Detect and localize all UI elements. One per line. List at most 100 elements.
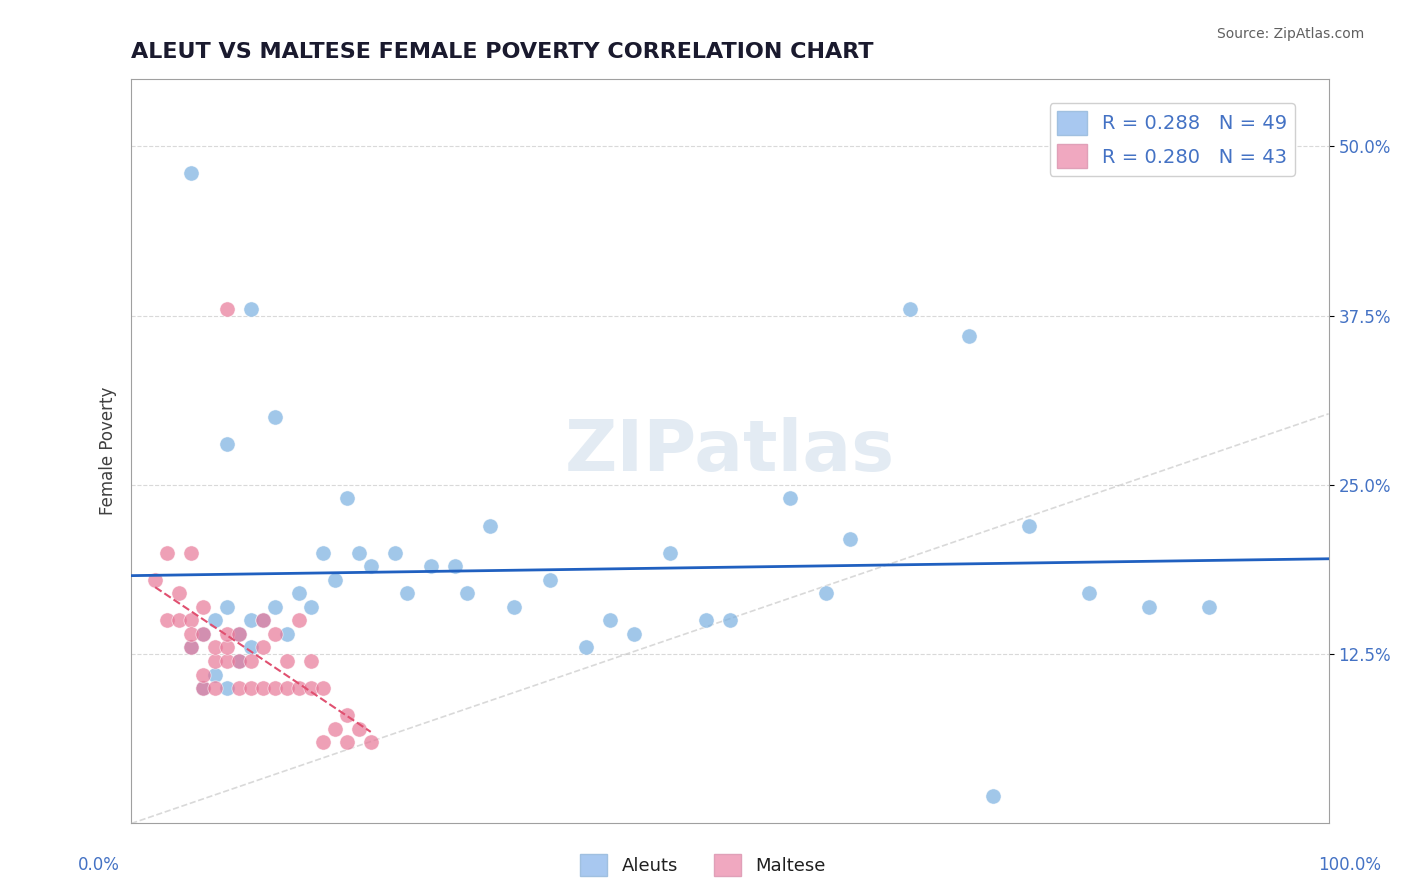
Point bbox=[191, 599, 214, 614]
Point bbox=[479, 518, 502, 533]
Point bbox=[264, 681, 287, 695]
Point bbox=[360, 735, 382, 749]
Point bbox=[204, 681, 226, 695]
Point bbox=[276, 654, 298, 668]
Point bbox=[312, 735, 335, 749]
Point bbox=[191, 627, 214, 641]
Point bbox=[264, 410, 287, 425]
Legend: Aleuts, Maltese: Aleuts, Maltese bbox=[572, 847, 834, 883]
Point bbox=[240, 301, 263, 316]
Point bbox=[288, 681, 311, 695]
Point bbox=[180, 166, 202, 180]
Legend: R = 0.288   N = 49, R = 0.280   N = 43: R = 0.288 N = 49, R = 0.280 N = 43 bbox=[1050, 103, 1295, 176]
Point bbox=[215, 654, 238, 668]
Point bbox=[623, 627, 645, 641]
Point bbox=[204, 654, 226, 668]
Point bbox=[215, 599, 238, 614]
Point bbox=[323, 573, 346, 587]
Point bbox=[156, 613, 179, 627]
Point bbox=[299, 599, 322, 614]
Point bbox=[957, 329, 980, 343]
Point bbox=[264, 627, 287, 641]
Point bbox=[312, 546, 335, 560]
Point bbox=[336, 708, 359, 723]
Point bbox=[252, 613, 274, 627]
Point bbox=[228, 654, 250, 668]
Y-axis label: Female Poverty: Female Poverty bbox=[100, 387, 117, 516]
Point bbox=[191, 667, 214, 681]
Point bbox=[1137, 599, 1160, 614]
Point bbox=[215, 627, 238, 641]
Point bbox=[228, 627, 250, 641]
Point bbox=[191, 681, 214, 695]
Text: Source: ZipAtlas.com: Source: ZipAtlas.com bbox=[1216, 27, 1364, 41]
Point bbox=[215, 301, 238, 316]
Point bbox=[538, 573, 561, 587]
Point bbox=[276, 627, 298, 641]
Point bbox=[1078, 586, 1101, 600]
Point bbox=[575, 640, 598, 655]
Point bbox=[156, 546, 179, 560]
Point bbox=[695, 613, 717, 627]
Point bbox=[215, 640, 238, 655]
Point bbox=[276, 681, 298, 695]
Point bbox=[215, 437, 238, 451]
Point bbox=[191, 627, 214, 641]
Point bbox=[204, 613, 226, 627]
Point bbox=[252, 613, 274, 627]
Point bbox=[252, 681, 274, 695]
Point bbox=[215, 681, 238, 695]
Point bbox=[1018, 518, 1040, 533]
Point bbox=[143, 573, 166, 587]
Point bbox=[180, 627, 202, 641]
Point bbox=[1198, 599, 1220, 614]
Text: ZIPatlas: ZIPatlas bbox=[565, 417, 896, 485]
Point bbox=[240, 654, 263, 668]
Point bbox=[347, 722, 370, 736]
Point bbox=[323, 722, 346, 736]
Point bbox=[228, 681, 250, 695]
Point bbox=[336, 491, 359, 506]
Point bbox=[228, 654, 250, 668]
Point bbox=[299, 681, 322, 695]
Point bbox=[456, 586, 478, 600]
Point bbox=[347, 546, 370, 560]
Point bbox=[659, 546, 682, 560]
Point bbox=[443, 559, 465, 574]
Point bbox=[983, 789, 1005, 804]
Point bbox=[288, 586, 311, 600]
Point bbox=[180, 546, 202, 560]
Point bbox=[240, 613, 263, 627]
Point bbox=[228, 627, 250, 641]
Text: 100.0%: 100.0% bbox=[1319, 856, 1381, 874]
Point bbox=[898, 301, 921, 316]
Point bbox=[312, 681, 335, 695]
Point bbox=[240, 681, 263, 695]
Point bbox=[180, 613, 202, 627]
Point bbox=[718, 613, 741, 627]
Point bbox=[838, 532, 860, 546]
Point bbox=[814, 586, 837, 600]
Point bbox=[191, 681, 214, 695]
Point bbox=[395, 586, 418, 600]
Point bbox=[240, 640, 263, 655]
Point bbox=[252, 640, 274, 655]
Point bbox=[779, 491, 801, 506]
Point bbox=[419, 559, 441, 574]
Text: 0.0%: 0.0% bbox=[77, 856, 120, 874]
Point bbox=[180, 640, 202, 655]
Point bbox=[503, 599, 526, 614]
Point bbox=[167, 613, 190, 627]
Point bbox=[299, 654, 322, 668]
Point bbox=[384, 546, 406, 560]
Point bbox=[204, 667, 226, 681]
Point bbox=[288, 613, 311, 627]
Point bbox=[264, 599, 287, 614]
Point bbox=[180, 640, 202, 655]
Point bbox=[599, 613, 621, 627]
Point bbox=[167, 586, 190, 600]
Point bbox=[336, 735, 359, 749]
Point bbox=[360, 559, 382, 574]
Point bbox=[204, 640, 226, 655]
Text: ALEUT VS MALTESE FEMALE POVERTY CORRELATION CHART: ALEUT VS MALTESE FEMALE POVERTY CORRELAT… bbox=[131, 42, 873, 62]
